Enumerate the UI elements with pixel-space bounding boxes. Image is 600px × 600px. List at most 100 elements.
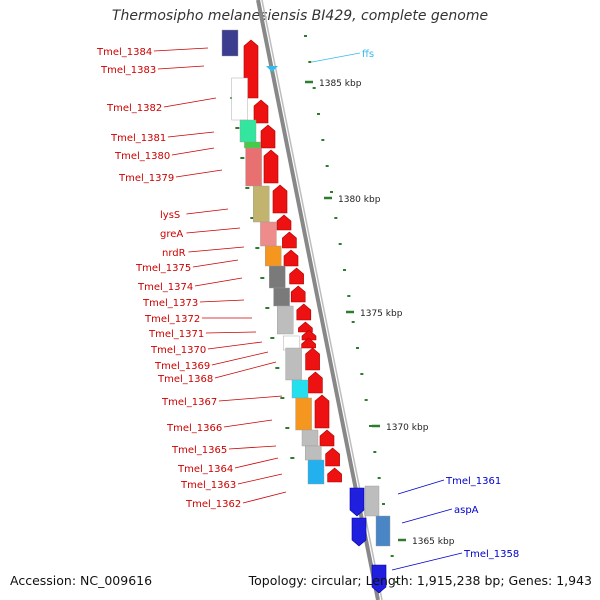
leader-line bbox=[186, 208, 229, 215]
leader-line bbox=[188, 246, 245, 253]
gene-label-nrdr: nrdR bbox=[162, 248, 186, 259]
forward-strand-arrow bbox=[325, 447, 340, 467]
forward-strand-arrow bbox=[301, 337, 316, 349]
leader-line bbox=[186, 227, 241, 234]
cog-box bbox=[375, 515, 391, 547]
leader-line bbox=[194, 277, 243, 287]
gene-label-tmel-1358: Tmel_1358 bbox=[463, 549, 519, 560]
reverse-strand-arrow bbox=[351, 517, 367, 547]
gene-label-tmel-1375: Tmel_1375 bbox=[135, 263, 191, 274]
gene-label-tmel-1380: Tmel_1380 bbox=[114, 151, 170, 162]
leader-line bbox=[401, 508, 453, 524]
leader-line bbox=[397, 479, 445, 495]
leader-line bbox=[175, 169, 223, 178]
label-leaders bbox=[153, 47, 463, 571]
forward-strand-arrow bbox=[308, 371, 323, 394]
cog-boxes bbox=[221, 29, 391, 547]
cog-box bbox=[260, 221, 277, 247]
ruler-label: 1375 kbp bbox=[360, 309, 403, 319]
leader-line bbox=[157, 65, 205, 70]
leader-line bbox=[223, 419, 273, 428]
forward-strand-arrow bbox=[314, 394, 330, 429]
ruler-label: 1385 kbp bbox=[319, 79, 362, 89]
gene-label-tmel-1364: Tmel_1364 bbox=[177, 464, 233, 475]
forward-strand-arrow bbox=[272, 184, 288, 214]
leader-line bbox=[207, 341, 263, 350]
cog-box bbox=[291, 379, 309, 399]
cog-box bbox=[244, 141, 261, 149]
gene-label-tmel-1381: Tmel_1381 bbox=[110, 133, 166, 144]
gene-label-tmel-1363: Tmel_1363 bbox=[180, 480, 236, 491]
cog-box bbox=[252, 185, 270, 223]
leader-line bbox=[211, 351, 269, 366]
rna-marker bbox=[266, 66, 278, 72]
gene-label-tmel-1370: Tmel_1370 bbox=[150, 345, 206, 356]
strand-arrows bbox=[243, 39, 387, 594]
gene-label-tmel-1373: Tmel_1373 bbox=[142, 298, 198, 309]
gene-label-lyss: lysS bbox=[160, 210, 180, 221]
gene-label-tmel-1383: Tmel_1383 bbox=[100, 65, 156, 76]
cog-box bbox=[231, 77, 248, 121]
gene-label-tmel-1382: Tmel_1382 bbox=[106, 103, 162, 114]
gene-label-tmel-1384: Tmel_1384 bbox=[96, 47, 152, 58]
leader-line bbox=[205, 331, 257, 334]
cog-box bbox=[221, 29, 239, 57]
forward-strand-arrow bbox=[282, 231, 297, 249]
leader-line bbox=[391, 552, 463, 571]
ruler-label: 1380 kbp bbox=[338, 195, 381, 205]
leader-line bbox=[163, 97, 217, 108]
cog-box bbox=[301, 429, 319, 447]
leader-line bbox=[199, 299, 245, 303]
ruler-label: 1365 kbp bbox=[412, 537, 455, 547]
leader-line bbox=[228, 445, 277, 450]
gene-label-tmel-1369: Tmel_1369 bbox=[154, 361, 210, 372]
reverse-strand-arrow bbox=[371, 564, 387, 594]
gene-label-ffs: ffs bbox=[362, 49, 374, 60]
gene-label-tmel-1362: Tmel_1362 bbox=[185, 499, 241, 510]
gene-label-tmel-1368: Tmel_1368 bbox=[157, 374, 213, 385]
cog-box bbox=[239, 119, 257, 143]
forward-strand-arrow bbox=[253, 99, 269, 124]
gene-label-tmel-1366: Tmel_1366 bbox=[166, 423, 222, 434]
cog-box bbox=[295, 397, 312, 431]
leader-line bbox=[234, 457, 279, 469]
gene-labels: Tmel_1384 Tmel_1383 Tmel_1382 Tmel_1381 Tmel… bbox=[96, 47, 519, 560]
leader-line bbox=[171, 147, 215, 156]
ruler-label: 1370 kbp bbox=[386, 423, 429, 433]
cog-box bbox=[307, 459, 325, 485]
cog-box bbox=[245, 147, 262, 187]
leader-line bbox=[153, 47, 209, 52]
leader-line bbox=[218, 395, 283, 402]
forward-strand-arrow bbox=[276, 214, 292, 231]
gene-label-tmel-1372: Tmel_1372 bbox=[144, 314, 200, 325]
gene-label-tmel-1361: Tmel_1361 bbox=[445, 476, 501, 487]
cog-box bbox=[364, 485, 380, 517]
forward-strand-arrow bbox=[290, 285, 306, 303]
map-title: Thermosipho melanesiensis BI429, complet… bbox=[111, 8, 489, 24]
leader-line bbox=[237, 473, 283, 485]
gene-label-tmel-1374: Tmel_1374 bbox=[137, 282, 193, 293]
forward-strand-arrow bbox=[301, 329, 317, 341]
gene-label-tmel-1379: Tmel_1379 bbox=[118, 173, 174, 184]
leader-line bbox=[242, 491, 287, 504]
forward-strand-arrow bbox=[305, 347, 320, 371]
forward-strand-arrow bbox=[260, 124, 276, 149]
cog-box bbox=[269, 265, 286, 289]
reverse-strand-arrow bbox=[349, 487, 365, 517]
leader-line bbox=[192, 259, 239, 268]
gene-label-tmel-1365: Tmel_1365 bbox=[171, 445, 227, 456]
topology-text: Topology: circular; Length: 1,915,238 bp… bbox=[248, 573, 592, 588]
forward-strand-arrow bbox=[263, 149, 279, 184]
cog-box bbox=[305, 445, 322, 461]
gene-label-aspa: aspA bbox=[454, 505, 479, 516]
accession-text: Accession: NC_009616 bbox=[10, 573, 153, 588]
leader-line bbox=[311, 52, 361, 63]
forward-strand-arrow bbox=[327, 467, 342, 483]
cog-box bbox=[277, 305, 294, 335]
forward-strand-arrow bbox=[298, 321, 313, 333]
forward-strand-arrow bbox=[283, 249, 299, 267]
forward-strand-arrow bbox=[289, 267, 304, 285]
gene-label-grea: greA bbox=[160, 229, 183, 240]
